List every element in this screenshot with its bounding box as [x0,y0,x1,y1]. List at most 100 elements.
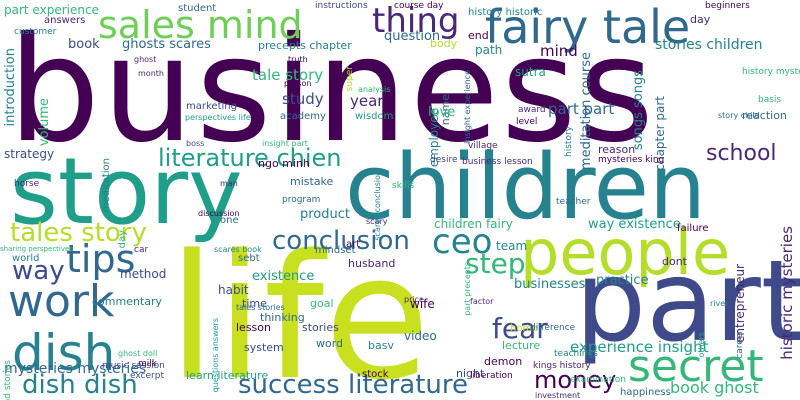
word: customer [14,27,57,37]
word: story [10,138,243,245]
word: student [178,3,217,14]
word: stories [302,321,339,334]
word: wisdom [355,111,394,122]
word: songs songs [631,70,646,151]
word: desire [430,155,458,165]
word: price [404,295,424,304]
word: demon [484,355,523,368]
word: stories children [655,37,763,53]
word: truth [288,55,308,64]
word: read stories [3,360,13,400]
word: tales story [10,218,147,248]
word: stock [362,369,389,380]
word: historic mysteries [778,226,796,360]
word: kings history [533,361,591,371]
word: happiness [620,387,671,398]
word: discussion [198,209,240,218]
word: study [282,90,324,108]
word: introduction [3,48,18,127]
word: month [138,69,164,78]
word: story child [718,111,760,120]
word: boss [186,139,205,148]
word: answers [44,15,86,26]
word: commentary [92,295,163,308]
word: scary [366,217,388,226]
word: skills [392,181,415,191]
word: sutra [515,65,546,79]
word: precepts chapter [258,39,352,52]
word: academy [280,111,326,122]
word: people [520,216,731,289]
word: meditation [101,158,112,213]
word: goal [310,297,334,310]
word: history [564,126,574,157]
word: one [220,215,239,226]
word: part [575,237,800,367]
word: fairy tale [485,0,691,54]
word: success literature [238,370,469,400]
word: secret [628,341,764,392]
word: difference [530,323,576,333]
word: day [117,230,128,249]
word: sharing perspectives [0,245,73,253]
word: love [428,105,456,120]
word: investment [535,391,581,400]
word: insight experience [463,70,472,144]
word: ngo minh [258,157,310,170]
word: sales mind [98,3,303,47]
word: life [168,217,430,400]
word: teachings [554,349,598,359]
word: mindset [315,245,356,256]
word: analysis [358,85,391,94]
word: mind [540,42,578,60]
word: others [697,332,706,358]
word: program [282,195,321,205]
word: part part [548,100,615,118]
word: home [510,323,539,334]
word: super [345,66,355,92]
word: reaction [742,109,787,122]
word: milk [138,359,157,369]
word: end [468,29,489,42]
word: perspectives life [185,113,251,122]
word: basv [368,339,394,352]
word: dont [662,255,687,268]
word: car [134,245,149,255]
word: fear [492,312,548,345]
word: wife [410,297,435,311]
word: scares conclusion [373,170,382,241]
word: excerpt [130,371,164,381]
word: history mysteries [742,67,800,77]
word: time [242,297,267,310]
word: insight part [262,139,308,148]
word: instructions [315,1,368,11]
word: practice [596,273,649,288]
word: question [384,29,441,44]
word: beginners [705,1,750,11]
word: level [516,117,538,127]
word: man [220,179,238,188]
word: step [465,247,526,280]
word: children [345,135,707,240]
word: thing [372,1,460,41]
word: dish dish [22,370,138,400]
word: learn literature [186,369,269,382]
word: body [430,37,458,50]
word: village [468,141,498,151]
word: ghost [134,55,157,64]
word: year [350,92,384,110]
word: ghosts scares [122,37,211,52]
word: night [456,367,485,380]
word: husband [348,257,396,270]
word: method [120,267,167,281]
word: businesses [514,277,586,292]
word: video [404,329,437,343]
word: conclusion [272,226,410,256]
word: habit [218,283,249,297]
word: path [475,43,503,57]
word: questions answers [211,318,220,393]
word: book ghost [670,378,759,397]
word: sebt [238,253,260,264]
word: part precepts [463,262,472,316]
word: tale story [252,66,324,84]
